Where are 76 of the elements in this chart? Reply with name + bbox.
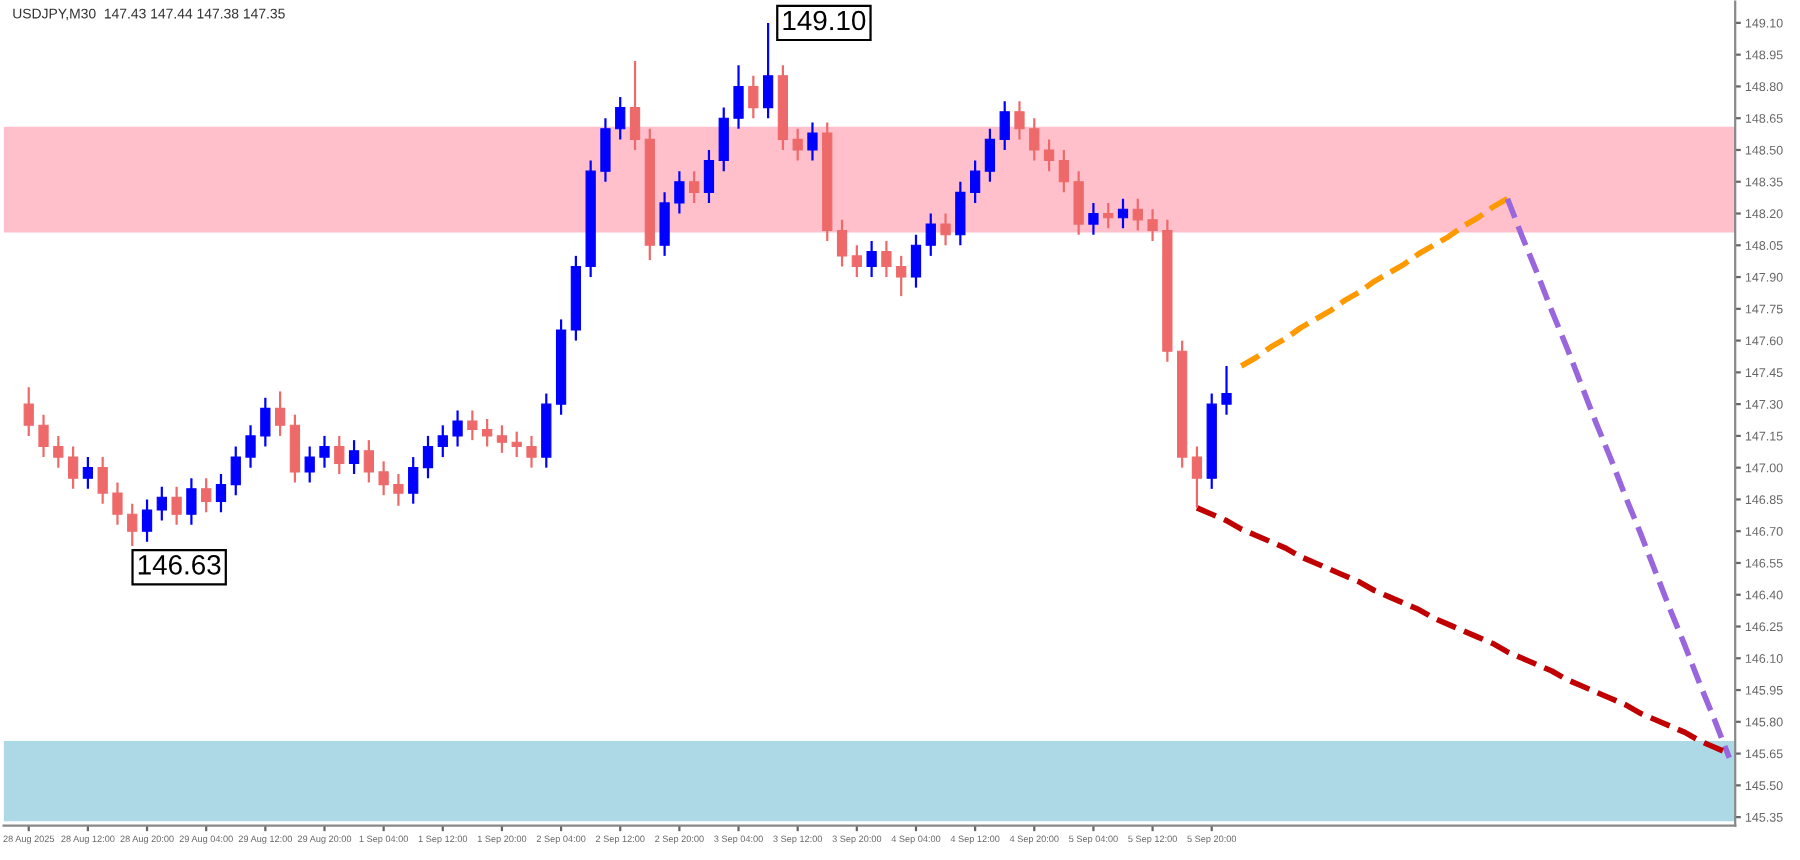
- candlestick: [615, 95, 626, 141]
- candlestick: [437, 424, 448, 459]
- line-series: [1504, 195, 1733, 761]
- candlestick: [659, 191, 670, 257]
- candlestick: [910, 233, 922, 289]
- candlestick: [171, 485, 182, 526]
- candlestick: [629, 59, 641, 152]
- candlestick: [363, 439, 374, 484]
- candlestick: [23, 386, 34, 438]
- candlestick: [1029, 117, 1040, 162]
- candlestick: [1014, 100, 1025, 141]
- candlestick: [156, 485, 167, 522]
- candlestick: [215, 472, 227, 514]
- candlestick: [1221, 364, 1232, 416]
- candlestick: [674, 170, 685, 215]
- candlestick: [82, 455, 94, 490]
- candlestick: [733, 64, 744, 130]
- candlestick: [600, 117, 611, 183]
- candlestick: [38, 413, 49, 459]
- candlestick: [304, 445, 315, 484]
- candlestick: [467, 409, 478, 442]
- candlestick: [1117, 197, 1129, 230]
- candlestick: [969, 159, 981, 205]
- candlestick: [792, 127, 803, 162]
- candlestick: [201, 477, 212, 514]
- candlestick: [748, 74, 759, 120]
- annotation: 149.10: [783, 10, 866, 31]
- candlestick: [482, 417, 493, 448]
- candlestick: [127, 502, 138, 548]
- candlestick: [245, 424, 256, 469]
- candlestick: [1132, 197, 1143, 232]
- candlestick: [807, 121, 818, 162]
- candlestick: [67, 445, 79, 490]
- candlestick: [319, 434, 330, 469]
- candlestick: [230, 445, 241, 497]
- candlestick: [496, 424, 508, 454]
- annotation: 146.63: [138, 555, 221, 575]
- candlestick: [452, 409, 463, 448]
- candlestick: [762, 21, 774, 120]
- candlestick: [53, 434, 64, 469]
- candlestick: [999, 100, 1010, 152]
- candlestick: [334, 434, 345, 476]
- candlestick: [718, 106, 729, 173]
- candlestick: [896, 254, 907, 298]
- candlestick: [186, 477, 197, 526]
- candlestick: [836, 218, 848, 268]
- candlestick: [955, 180, 966, 247]
- candlestick: [1043, 138, 1055, 173]
- candlestick: [289, 413, 301, 484]
- candlestick: [925, 212, 936, 257]
- candlestick: [112, 481, 123, 526]
- candlestick: [881, 239, 892, 279]
- candlestick: [97, 455, 108, 505]
- candlestick: [1058, 148, 1069, 194]
- candlestick: [689, 170, 700, 205]
- line-series: [1238, 195, 1511, 369]
- candlestick: [348, 439, 360, 476]
- candlestick: [851, 244, 862, 279]
- candlestick: [378, 460, 389, 497]
- candlestick: [940, 212, 951, 247]
- candlestick: [1073, 170, 1084, 236]
- candlestick: [393, 472, 404, 507]
- candlestick: [422, 434, 434, 480]
- candlestick: [141, 498, 153, 543]
- candlestick: [1191, 445, 1203, 510]
- candlestick: [703, 148, 715, 205]
- candlestick: [526, 434, 537, 469]
- candlestick: [866, 239, 877, 279]
- candlestick: [511, 430, 522, 459]
- candlestick: [260, 396, 271, 448]
- candlestick: [408, 455, 419, 505]
- candlestick: [984, 127, 996, 183]
- candlestick: [1103, 201, 1114, 230]
- candlestick: [1147, 208, 1158, 243]
- candlestick: [274, 390, 286, 438]
- candlestick: [1088, 201, 1099, 236]
